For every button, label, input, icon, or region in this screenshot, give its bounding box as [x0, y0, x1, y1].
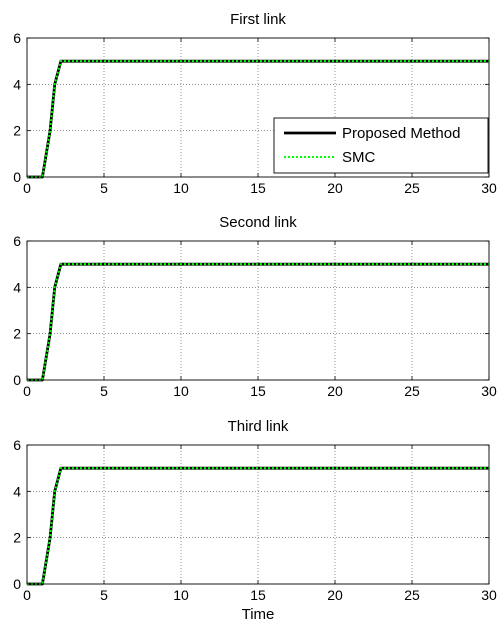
y-tick-label: 6 — [13, 233, 21, 249]
chart-panel-1: 0 5 10 15 20 25 30 0 2 4 6 First link Proposed Metho… — [13, 11, 497, 196]
y-tick-label: 0 — [13, 169, 21, 185]
x-tick-label: 20 — [327, 383, 343, 399]
chart-title: First link — [230, 11, 286, 28]
y-tick-label: 2 — [13, 123, 21, 139]
x-tick-label: 20 — [327, 180, 343, 196]
x-tick-label: 0 — [23, 587, 31, 603]
x-tick-label: 0 — [23, 383, 31, 399]
x-axis-label: Time — [242, 606, 275, 623]
axes-frame — [26, 37, 490, 178]
x-tick-label: 15 — [250, 180, 266, 196]
legend: Proposed Method SMC — [273, 117, 489, 174]
y-tick-label: 6 — [13, 437, 21, 453]
x-tick-label: 10 — [173, 180, 189, 196]
x-tick-label: 10 — [173, 383, 189, 399]
x-tick-label: 5 — [100, 180, 108, 196]
chart-title: Third link — [228, 418, 289, 435]
x-tick-label: 20 — [327, 587, 343, 603]
y-tick-label: 0 — [13, 372, 21, 388]
x-tick-label: 5 — [100, 587, 108, 603]
legend-label: Proposed Method — [342, 125, 460, 142]
y-tick-label: 4 — [13, 279, 21, 295]
legend-box — [273, 117, 489, 174]
y-tick-label: 2 — [13, 530, 21, 546]
x-tick-label: 25 — [404, 587, 420, 603]
y-tick-label: 4 — [13, 483, 21, 499]
x-tick-label: 15 — [250, 383, 266, 399]
chart-title: Second link — [219, 214, 297, 231]
x-tick-label: 15 — [250, 587, 266, 603]
y-tick-label: 2 — [13, 326, 21, 342]
legend-label: SMC — [342, 149, 376, 166]
x-tick-label: 30 — [481, 180, 497, 196]
axes-frame — [26, 240, 490, 381]
x-tick-label: 30 — [481, 587, 497, 603]
chart-panel-3: 0 5 10 15 20 25 30 0 2 4 6 Third link Time — [13, 418, 497, 623]
x-tick-label: 25 — [404, 383, 420, 399]
chart-panel-2: 0 5 10 15 20 25 30 0 2 4 6 Second link — [13, 214, 497, 399]
y-tick-label: 0 — [13, 576, 21, 592]
x-tick-label: 0 — [23, 180, 31, 196]
x-tick-label: 25 — [404, 180, 420, 196]
y-tick-label: 4 — [13, 76, 21, 92]
y-tick-label: 6 — [13, 30, 21, 46]
x-tick-label: 10 — [173, 587, 189, 603]
axes-frame — [26, 444, 490, 585]
x-tick-label: 5 — [100, 383, 108, 399]
x-tick-label: 30 — [481, 383, 497, 399]
